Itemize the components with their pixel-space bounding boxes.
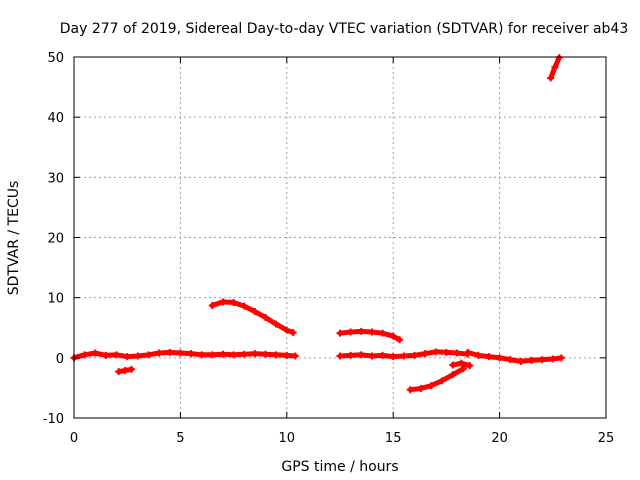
data-point <box>115 368 123 376</box>
data-point <box>357 351 365 359</box>
data-point <box>406 386 414 394</box>
data-point <box>219 298 227 306</box>
grid-lines <box>74 57 606 418</box>
data-point <box>219 350 227 358</box>
data-point <box>496 354 504 362</box>
x-tick-label: 15 <box>385 431 402 446</box>
data-point <box>251 308 259 316</box>
data-point <box>457 359 465 367</box>
data-point <box>347 328 355 336</box>
data-point <box>379 329 387 337</box>
data-point <box>336 352 344 360</box>
data-point <box>283 351 291 359</box>
y-tick-label: 0 <box>56 352 64 367</box>
data-point <box>464 348 472 356</box>
data-point <box>368 352 376 360</box>
y-tick-label: 20 <box>47 232 64 247</box>
data-point <box>272 320 280 328</box>
x-tick-label: 10 <box>279 431 296 446</box>
data-point <box>400 352 408 360</box>
data-point <box>453 349 461 357</box>
data-point <box>379 351 387 359</box>
data-point <box>240 302 248 310</box>
data-point <box>506 356 514 364</box>
data-point <box>208 351 216 359</box>
data-point <box>240 350 248 358</box>
data-point <box>134 352 142 360</box>
data-point <box>208 301 216 309</box>
data-point <box>262 350 270 358</box>
data-point <box>396 336 404 344</box>
data-point <box>432 348 440 356</box>
data-point <box>91 349 99 357</box>
data-point <box>251 350 259 358</box>
y-tick-label: 30 <box>47 171 64 186</box>
data-point <box>336 329 344 337</box>
data-point <box>517 357 525 365</box>
data-point <box>127 365 135 373</box>
data-point <box>166 348 174 356</box>
data-point <box>144 351 152 359</box>
x-tick-label: 0 <box>70 431 78 446</box>
data-point <box>555 54 563 62</box>
data-point <box>421 350 429 358</box>
data-point <box>272 351 280 359</box>
data-point <box>155 349 163 357</box>
data-point <box>557 354 565 362</box>
x-tick-label: 25 <box>598 431 615 446</box>
data-point <box>81 351 89 359</box>
data-point <box>474 351 482 359</box>
data-point <box>428 382 436 390</box>
data-point <box>357 327 365 335</box>
x-tick-label: 20 <box>491 431 508 446</box>
y-tick-label: -10 <box>43 412 64 427</box>
data-point <box>121 366 129 374</box>
data-point <box>389 353 397 361</box>
data-point <box>176 349 184 357</box>
data-point <box>528 356 536 364</box>
data-point <box>551 63 559 71</box>
data-point <box>442 348 450 356</box>
x-tick-label: 5 <box>176 431 184 446</box>
data-point <box>283 326 291 334</box>
data-point <box>230 298 238 306</box>
data-point <box>449 361 457 369</box>
data-series <box>70 54 565 394</box>
y-tick-label: 10 <box>47 292 64 307</box>
data-point <box>347 351 355 359</box>
data-point <box>438 377 446 385</box>
data-point <box>123 353 131 361</box>
data-point <box>291 352 299 360</box>
x-axis-label: GPS time / hours <box>281 459 398 475</box>
data-point <box>113 351 121 359</box>
data-point <box>102 351 110 359</box>
data-point <box>368 328 376 336</box>
data-point <box>198 351 206 359</box>
y-tick-label: 40 <box>47 111 64 126</box>
data-point <box>262 314 270 322</box>
y-axis-label: SDTVAR / TECUs <box>6 181 22 296</box>
data-point <box>466 362 474 370</box>
data-point <box>485 353 493 361</box>
data-point <box>410 351 418 359</box>
y-tick-label: 50 <box>47 51 64 66</box>
data-point <box>289 329 297 337</box>
axis-ticks: 0 5 10 15 20 25 -10 0 10 20 30 40 50 <box>43 51 615 446</box>
data-point <box>187 350 195 358</box>
data-series-7 <box>465 349 564 364</box>
data-point <box>547 74 555 82</box>
data-series-0 <box>71 349 298 361</box>
data-point <box>230 351 238 359</box>
data-point <box>449 371 457 379</box>
data-point <box>538 356 546 364</box>
data-point <box>549 355 557 363</box>
data-series-5 <box>407 366 466 393</box>
chart-title: Day 277 of 2019, Sidereal Day-to-day VTE… <box>60 21 629 37</box>
data-series-2 <box>209 299 296 336</box>
data-point <box>389 332 397 340</box>
data-point <box>417 385 425 393</box>
